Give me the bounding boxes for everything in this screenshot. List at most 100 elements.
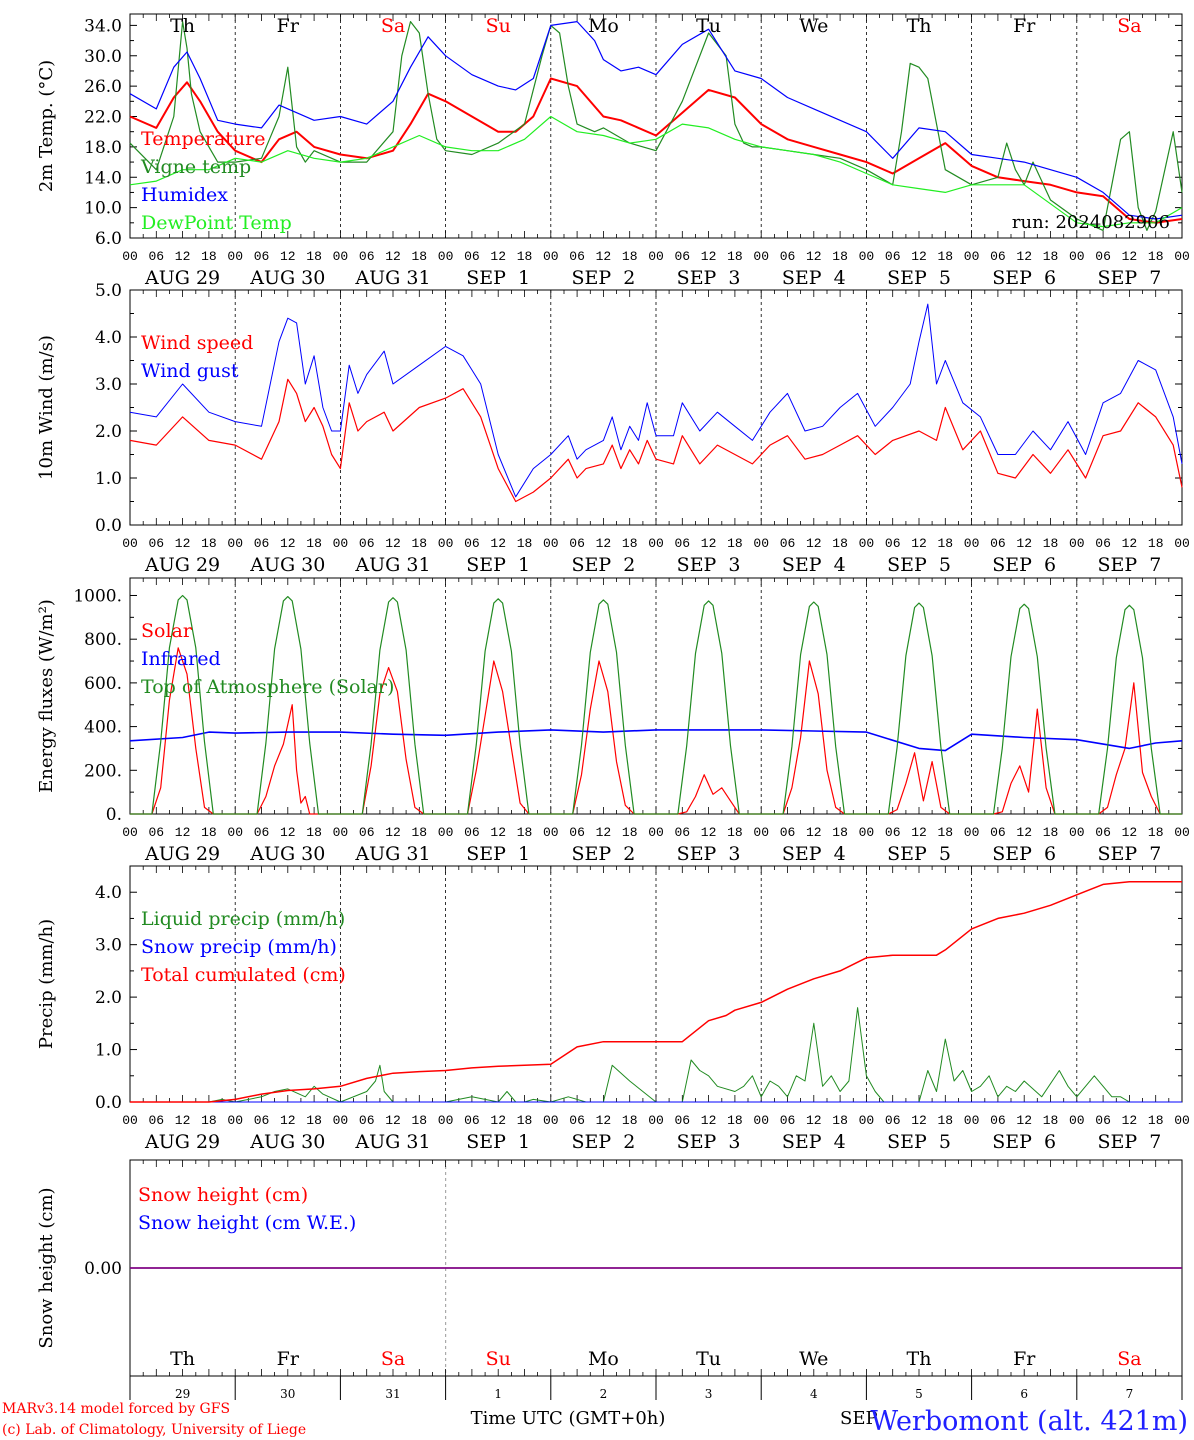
day-number-label: 6 (1020, 1387, 1028, 1401)
weekday-label: Sa (381, 15, 405, 37)
y-tick-label: 4.0 (95, 328, 122, 348)
date-label: SEP 5 (887, 267, 951, 289)
hour-tick-label: 00 (438, 536, 454, 551)
hour-tick-label: 12 (911, 1113, 927, 1128)
hour-tick-label: 06 (359, 536, 375, 551)
series-line-liquid-precip-mm-h (130, 1007, 1182, 1103)
hour-tick-label: 12 (911, 536, 927, 551)
date-label: SEP 6 (992, 267, 1056, 289)
hour-tick-label: 18 (1043, 825, 1059, 840)
hour-tick-label: 00 (648, 1113, 664, 1128)
hour-tick-label: 06 (674, 249, 690, 264)
y-tick-label: 0.0 (95, 516, 122, 536)
hour-tick-label: 00 (964, 536, 980, 551)
weekday-label: Sa (1117, 15, 1141, 37)
date-label: SEP 6 (992, 843, 1056, 865)
hour-tick-label: 00 (753, 249, 769, 264)
hour-tick-label: 00 (122, 536, 138, 551)
hour-tick-label: 00 (964, 1113, 980, 1128)
hour-tick-label: 18 (622, 249, 638, 264)
hour-tick-label: 12 (385, 825, 401, 840)
hour-tick-label: 06 (674, 1113, 690, 1128)
hour-tick-label: 00 (859, 825, 875, 840)
hour-tick-label: 12 (1016, 1113, 1032, 1128)
hour-tick-label: 18 (1043, 249, 1059, 264)
hour-tick-label: 00 (1174, 825, 1190, 840)
credit-line-1: MARv3.14 model forced by GFS (2, 1401, 230, 1417)
hour-tick-label: 18 (622, 825, 638, 840)
y-axis-label: Precip (mm/h) (36, 919, 57, 1049)
weekday-label: Mo (588, 15, 619, 37)
hour-tick-label: 18 (517, 249, 533, 264)
hour-tick-label: 12 (806, 536, 822, 551)
hour-tick-label: 18 (201, 249, 217, 264)
station-title: Werbomont (alt. 421m) (870, 1406, 1188, 1437)
y-tick-label: 800. (84, 630, 122, 650)
hour-tick-label: 12 (701, 536, 717, 551)
hour-tick-label: 06 (359, 1113, 375, 1128)
hour-tick-label: 18 (517, 536, 533, 551)
date-label: AUG 31 (354, 267, 430, 289)
hour-tick-label: 00 (543, 825, 559, 840)
hour-tick-label: 18 (1148, 536, 1164, 551)
legend-entry: Vigne temp (140, 156, 251, 178)
series-line-top-of-atmosphere-solar (130, 594, 1182, 815)
weekday-label: Tu (696, 1348, 721, 1370)
hour-tick-label: 00 (333, 536, 349, 551)
y-axis-label: Energy fluxes (W/m²) (36, 599, 57, 793)
hour-tick-label: 00 (438, 1113, 454, 1128)
hour-tick-label: 12 (490, 249, 506, 264)
hour-tick-label: 18 (306, 1113, 322, 1128)
panel-energy: 0. 200. 400. 600. 800. 1000. Energy fluxes (W/… (36, 577, 1190, 865)
hour-tick-label: 00 (753, 1113, 769, 1128)
hour-tick-label: 06 (1095, 249, 1111, 264)
hour-tick-label: 06 (254, 1113, 270, 1128)
hour-tick-label: 18 (201, 825, 217, 840)
date-label: SEP 2 (571, 843, 635, 865)
y-tick-label: 18.0 (84, 138, 122, 158)
hour-tick-label: 00 (543, 536, 559, 551)
y-axis-label: Snow height (cm) (36, 1187, 57, 1348)
y-tick-label: 1.0 (95, 1041, 122, 1061)
x-axis-title: Time UTC (GMT+0h) (471, 1408, 666, 1429)
hour-tick-label: 18 (727, 825, 743, 840)
station-overlay-label: SEP (840, 1408, 878, 1429)
legend-entry: Top of Atmosphere (Solar) (141, 676, 394, 698)
weekday-label: Sa (381, 1348, 405, 1370)
panel-precipitation: 0.0 1.0 2.0 3.0 4.0 Precip (mm/h) Liquid preci… (36, 865, 1190, 1153)
legend-entry: Liquid precip (mm/h) (141, 908, 345, 930)
x-ticks (129, 14, 1183, 238)
hour-tick-label: 12 (1016, 249, 1032, 264)
hour-tick-label: 06 (674, 825, 690, 840)
date-label: AUG 30 (249, 554, 325, 576)
hour-tick-label: 00 (964, 825, 980, 840)
hour-tick-label: 06 (990, 825, 1006, 840)
weekday-label: Th (907, 1348, 932, 1370)
hour-tick-label: 00 (1174, 249, 1190, 264)
date-label: SEP 2 (571, 554, 635, 576)
hour-tick-label: 18 (1148, 1113, 1164, 1128)
hour-tick-label: 00 (1069, 536, 1085, 551)
y-tick-label: 200. (84, 761, 122, 781)
y-tick-label: 26.0 (84, 77, 122, 97)
date-label: SEP 1 (466, 843, 530, 865)
hour-tick-label: 12 (596, 1113, 612, 1128)
day-number-label: 29 (175, 1387, 190, 1401)
day-number-label: 30 (280, 1387, 295, 1401)
weekday-label: Fr (1013, 15, 1036, 37)
y-tick-label: 10.0 (84, 199, 122, 219)
hour-tick-label: 18 (1148, 249, 1164, 264)
day-number-label: 3 (705, 1387, 713, 1401)
weekday-label: Fr (277, 1348, 300, 1370)
hour-tick-label: 12 (806, 249, 822, 264)
hour-tick-label: 00 (333, 825, 349, 840)
date-label: SEP 3 (677, 554, 741, 576)
date-label: SEP 5 (887, 1131, 951, 1153)
hour-tick-label: 00 (648, 536, 664, 551)
date-label: AUG 29 (144, 554, 220, 576)
hour-tick-label: 12 (701, 249, 717, 264)
day-number-label: 31 (385, 1387, 400, 1401)
panel-wind: 0.0 1.0 2.0 3.0 4.0 5.0 10m Wind (m/s) Wind spe… (36, 281, 1190, 576)
weekday-label: Th (907, 15, 932, 37)
hour-tick-label: 18 (622, 536, 638, 551)
